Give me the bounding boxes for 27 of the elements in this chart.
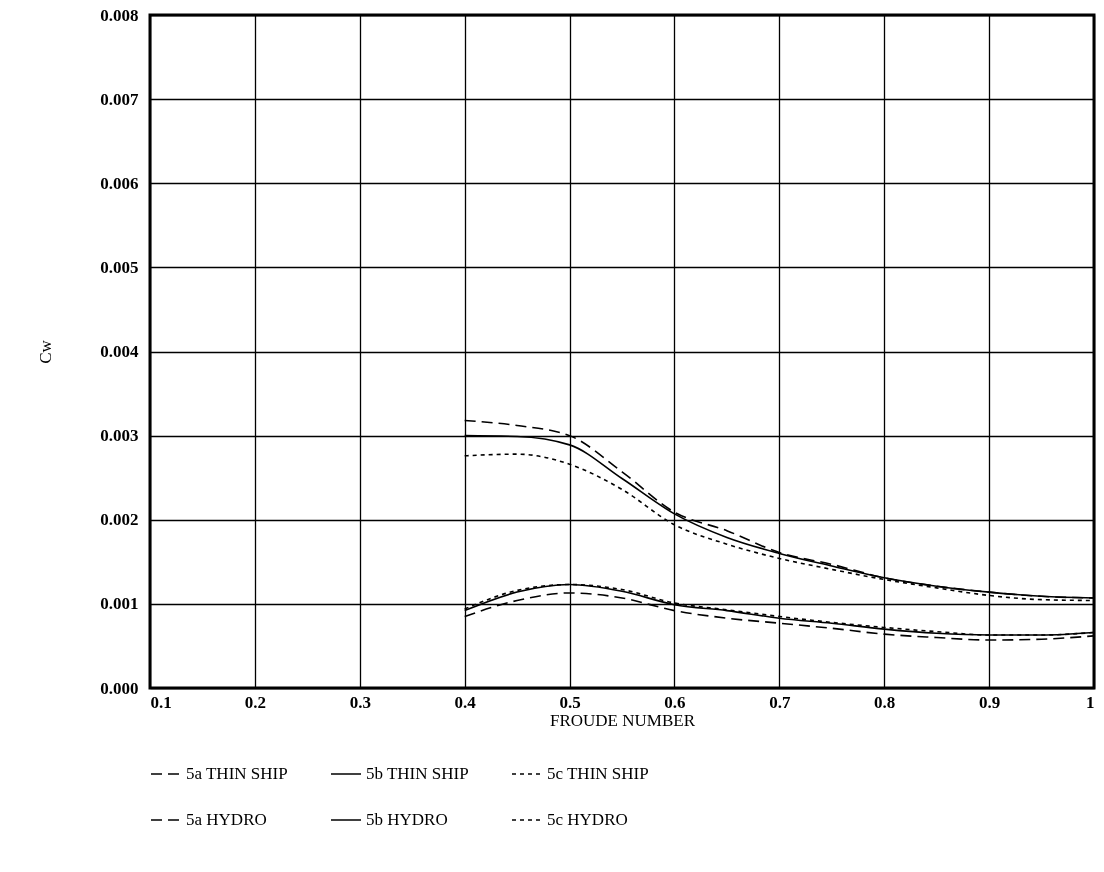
legend-label: 5a THIN SHIP: [186, 764, 288, 783]
y-tick-label: 0.004: [100, 342, 139, 361]
x-tick-label: 0.3: [349, 692, 371, 712]
x-tick-label: 0.6: [664, 692, 686, 712]
legend-label: 5a HYDRO: [186, 810, 267, 829]
x-tick-label: 0.9: [978, 692, 1001, 712]
x-tick-label: 0.5: [559, 692, 581, 712]
x-tick-label: 0.4: [454, 692, 477, 712]
x-tick-label: 0.8: [874, 692, 896, 712]
y-tick-label: 0.006: [100, 173, 139, 193]
x-tick-label: 1: [1086, 692, 1095, 712]
legend-label: 5b HYDRO: [366, 810, 448, 829]
legend-label: 5b THIN SHIP: [366, 764, 469, 783]
x-tick-label: 0.7: [769, 692, 791, 712]
y-tick-label: 0.002: [100, 510, 139, 530]
y-tick-label: 0.003: [100, 426, 139, 446]
legend-label: 5c HYDRO: [547, 810, 628, 829]
x-axis-title: FROUDE NUMBER: [550, 710, 696, 730]
y-tick-label: 0.005: [100, 257, 139, 277]
y-axis-title: Cw: [36, 339, 56, 364]
x-tick-label: 0.1: [150, 692, 172, 712]
y-tick-label: 0.007: [100, 89, 139, 109]
y-tick-label: 0.000: [100, 678, 139, 698]
y-tick-label: 0.001: [100, 594, 139, 614]
legend-label: 5c THIN SHIP: [547, 764, 649, 783]
x-tick-label: 0.2: [244, 692, 267, 712]
y-tick-label: 0.008: [100, 5, 139, 25]
